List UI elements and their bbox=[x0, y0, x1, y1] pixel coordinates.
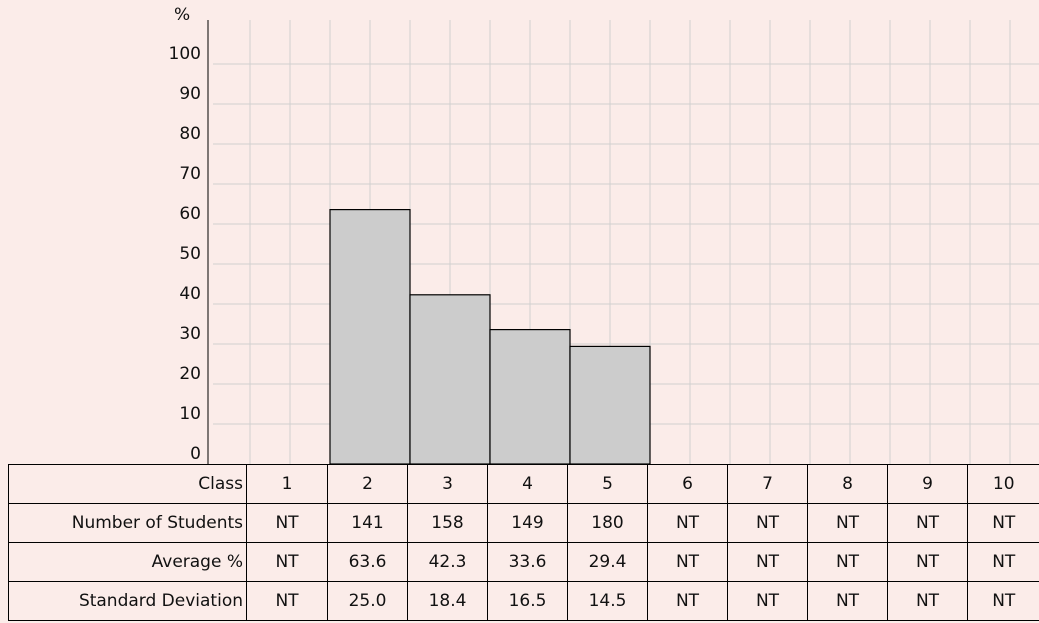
row-label: Standard Deviation bbox=[8, 581, 247, 621]
class-statistics-table: Class 1 2 3 4 5 6 7 8 9 10 Number of Students NT 141 1… bbox=[8, 464, 1039, 621]
table-cell: NT bbox=[807, 581, 888, 621]
table-cell: 1 bbox=[246, 464, 328, 504]
number-of-students-row: Number of Students NT 141 158 149 180 NT NT NT NT… bbox=[8, 503, 1039, 543]
table-cell: NT bbox=[807, 503, 888, 543]
y-tick-label: 40 bbox=[179, 284, 201, 304]
table-cell: NT bbox=[727, 542, 808, 582]
bar-class-3 bbox=[409, 294, 491, 464]
table-cell: 2 bbox=[327, 464, 408, 504]
table-cell: 180 bbox=[567, 503, 648, 543]
table-cell: 8 bbox=[807, 464, 888, 504]
y-tick-label: 30 bbox=[179, 324, 201, 344]
table-cell: NT bbox=[967, 503, 1039, 543]
table-cell: 9 bbox=[887, 464, 968, 504]
table-cell: NT bbox=[246, 581, 328, 621]
table-cell: NT bbox=[727, 503, 808, 543]
table-cell: 3 bbox=[407, 464, 488, 504]
table-cell: 33.6 bbox=[487, 542, 568, 582]
bar-class-2 bbox=[329, 209, 411, 464]
row-label: Average % bbox=[8, 542, 247, 582]
bar-chart: % 0 10 20 30 40 50 60 70 80 90 100 bbox=[169, 5, 1039, 464]
table-cell: 10 bbox=[967, 464, 1039, 504]
class-row: Class 1 2 3 4 5 6 7 8 9 10 bbox=[8, 464, 1039, 504]
table-cell: 158 bbox=[407, 503, 488, 543]
table-cell: NT bbox=[727, 581, 808, 621]
table-cell: NT bbox=[887, 581, 968, 621]
table-cell: 141 bbox=[327, 503, 408, 543]
row-label: Class bbox=[8, 464, 247, 504]
row-label: Number of Students bbox=[8, 503, 247, 543]
table-cell: 42.3 bbox=[407, 542, 488, 582]
table-cell: 6 bbox=[647, 464, 728, 504]
table-cell: 5 bbox=[567, 464, 648, 504]
table-cell: NT bbox=[967, 542, 1039, 582]
table-cell: 14.5 bbox=[567, 581, 648, 621]
table-cell: 149 bbox=[487, 503, 568, 543]
table-cell: 25.0 bbox=[327, 581, 408, 621]
table-cell: NT bbox=[887, 503, 968, 543]
y-axis: % 0 10 20 30 40 50 60 70 80 90 100 bbox=[169, 5, 209, 464]
table-cell: NT bbox=[967, 581, 1039, 621]
bar-class-5 bbox=[569, 345, 651, 464]
table-cell: 29.4 bbox=[567, 542, 648, 582]
average-percent-row: Average % NT 63.6 42.3 33.6 29.4 NT NT NT NT NT bbox=[8, 542, 1039, 582]
table-cell: NT bbox=[887, 542, 968, 582]
standard-deviation-row: Standard Deviation NT 25.0 18.4 16.5 14.5 NT NT… bbox=[8, 581, 1039, 621]
y-tick-label: 60 bbox=[179, 204, 201, 224]
bars bbox=[329, 209, 651, 464]
y-tick-label: 0 bbox=[190, 444, 201, 464]
table-cell: 18.4 bbox=[407, 581, 488, 621]
y-tick-label: 100 bbox=[169, 44, 201, 64]
y-tick-label: 10 bbox=[179, 404, 201, 424]
y-tick-label: 50 bbox=[179, 244, 201, 264]
y-tick-label: 90 bbox=[179, 84, 201, 104]
y-tick-label: 80 bbox=[179, 124, 201, 144]
table-cell: NT bbox=[647, 503, 728, 543]
table-cell: 63.6 bbox=[327, 542, 408, 582]
table-cell: NT bbox=[246, 542, 328, 582]
table-cell: 16.5 bbox=[487, 581, 568, 621]
table-cell: NT bbox=[807, 542, 888, 582]
y-tick-label: 20 bbox=[179, 364, 201, 384]
table-cell: NT bbox=[647, 581, 728, 621]
bar-class-4 bbox=[489, 329, 571, 464]
table-cell: 7 bbox=[727, 464, 808, 504]
table-cell: NT bbox=[647, 542, 728, 582]
y-tick-label: 70 bbox=[179, 164, 201, 184]
table-cell: NT bbox=[246, 503, 328, 543]
table-cell: 4 bbox=[487, 464, 568, 504]
y-axis-unit-label: % bbox=[174, 5, 190, 25]
